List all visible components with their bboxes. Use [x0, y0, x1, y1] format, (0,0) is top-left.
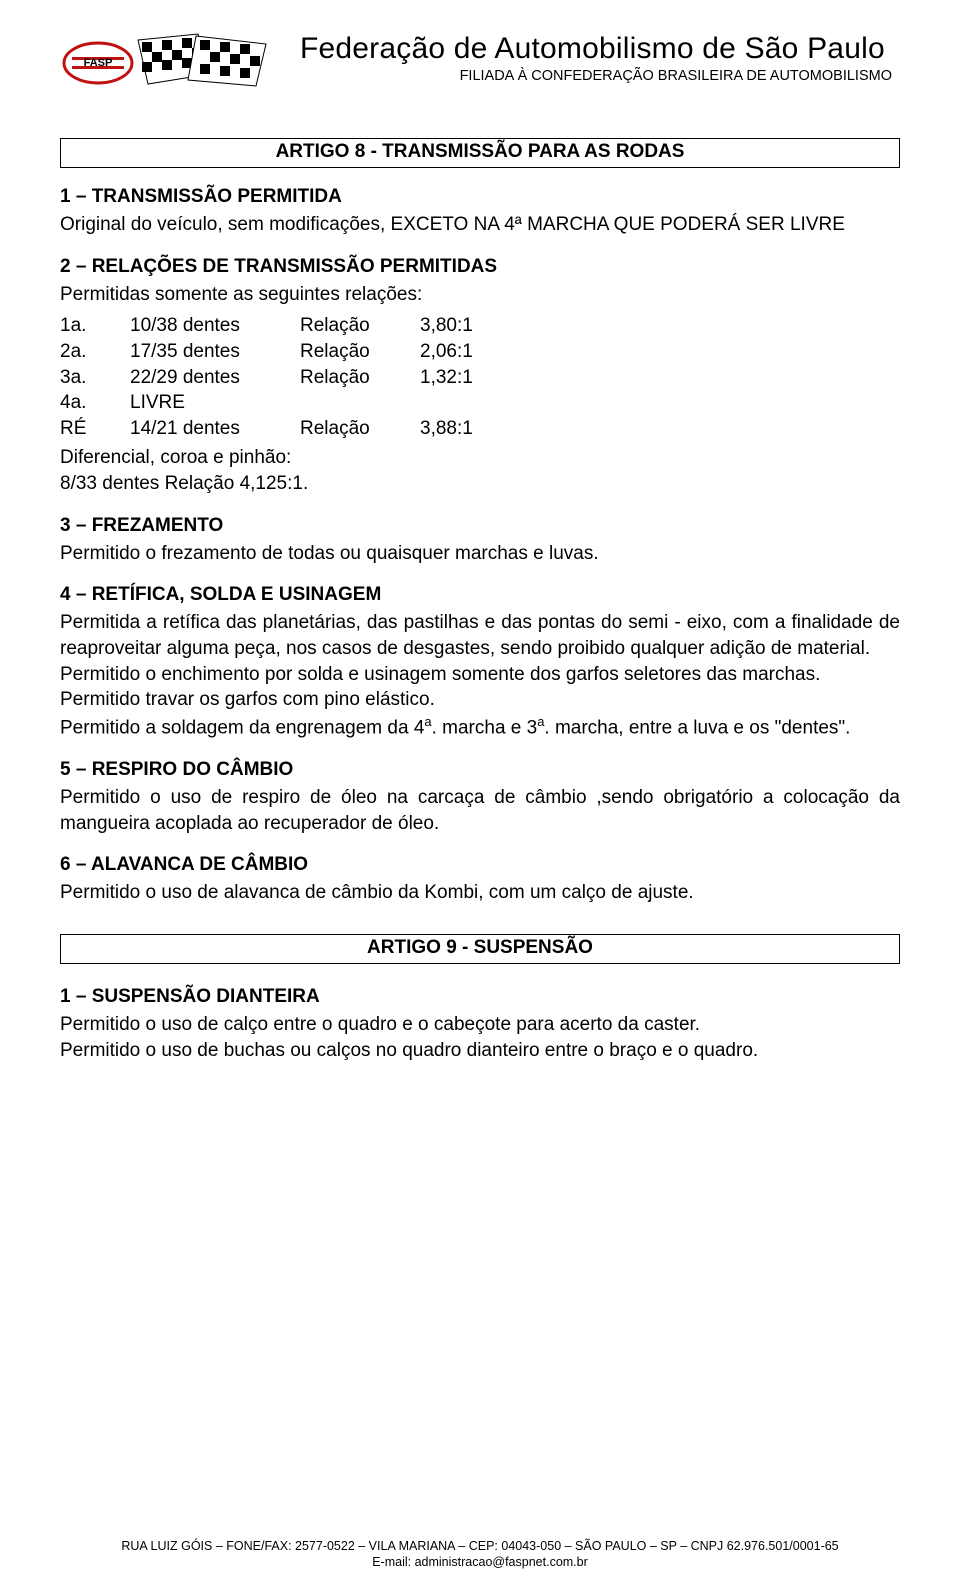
- a9-section-1-p2: Permitido o uso de buchas ou calços no q…: [60, 1038, 900, 1064]
- section-2-title: 2 – RELAÇÕES DE TRANSMISSÃO PERMITIDAS: [60, 256, 900, 278]
- differential-line-2: 8/33 dentes Relação 4,125:1.: [60, 471, 900, 497]
- ratio-label: Relação: [300, 339, 420, 365]
- a9-section-1-title: 1 – SUSPENSÃO DIANTEIRA: [60, 986, 900, 1008]
- section-4-p4a: Permitido a soldagem da engrenagem da 4: [60, 717, 424, 738]
- ratio-row: 2a. 17/35 dentes Relação 2,06:1: [60, 339, 900, 365]
- footer-line-1: RUA LUIZ GÓIS – FONE/FAX: 2577-0522 – VI…: [0, 1538, 960, 1554]
- section-4-p4b: . marcha e 3: [432, 717, 538, 738]
- ratio-value: [420, 390, 520, 416]
- ratio-gear: RÉ: [60, 416, 130, 442]
- ratio-value: 2,06:1: [420, 339, 520, 365]
- ratio-table: 1a. 10/38 dentes Relação 3,80:1 2a. 17/3…: [60, 313, 900, 441]
- ratio-teeth: 14/21 dentes: [130, 416, 300, 442]
- section-4-p4: Permitido a soldagem da engrenagem da 4a…: [60, 713, 900, 741]
- section-2-intro: Permitidas somente as seguintes relações…: [60, 282, 900, 308]
- section-1-title: 1 – TRANSMISSÃO PERMITIDA: [60, 186, 900, 208]
- section-3-body: Permitido o frezamento de todas ou quais…: [60, 541, 900, 567]
- section-6-title: 6 – ALAVANCA DE CÂMBIO: [60, 854, 900, 876]
- ratio-value: 3,80:1: [420, 313, 520, 339]
- header-text: Federação de Automobilismo de São Paulo …: [300, 28, 900, 84]
- ratio-teeth: 17/35 dentes: [130, 339, 300, 365]
- ratio-row: 3a. 22/29 dentes Relação 1,32:1: [60, 365, 900, 391]
- ratio-value: 3,88:1: [420, 416, 520, 442]
- org-subtitle: FILIADA À CONFEDERAÇÃO BRASILEIRA DE AUT…: [300, 68, 900, 84]
- sup-a: a: [424, 714, 431, 729]
- section-4-p3: Permitido travar os garfos com pino elás…: [60, 687, 900, 713]
- a9-section-1-p1: Permitido o uso de calço entre o quadro …: [60, 1012, 900, 1038]
- page-footer: RUA LUIZ GÓIS – FONE/FAX: 2577-0522 – VI…: [0, 1538, 960, 1571]
- fasp-logo-svg: FASP: [60, 28, 280, 98]
- ratio-gear: 4a.: [60, 390, 130, 416]
- ratio-row: 1a. 10/38 dentes Relação 3,80:1: [60, 313, 900, 339]
- ratio-gear: 2a.: [60, 339, 130, 365]
- ratio-teeth: 22/29 dentes: [130, 365, 300, 391]
- article-9-title: ARTIGO 9 - SUSPENSÃO: [367, 937, 593, 958]
- ratio-row: RÉ 14/21 dentes Relação 3,88:1: [60, 416, 900, 442]
- ratio-gear: 1a.: [60, 313, 130, 339]
- page-header: FASP: [60, 28, 900, 98]
- ratio-label: Relação: [300, 313, 420, 339]
- article-8-title: ARTIGO 8 - TRANSMISSÃO PARA AS RODAS: [276, 141, 685, 162]
- footer-line-2: E-mail: administracao@faspnet.com.br: [0, 1554, 960, 1570]
- ratio-label: [300, 390, 420, 416]
- differential-line-1: Diferencial, coroa e pinhão:: [60, 445, 900, 471]
- org-title: Federação de Automobilismo de São Paulo: [300, 32, 900, 66]
- ratio-teeth: LIVRE: [130, 390, 300, 416]
- ratio-label: Relação: [300, 365, 420, 391]
- section-4-p2: Permitido o enchimento por solda e usina…: [60, 662, 900, 688]
- svg-text:FASP: FASP: [84, 57, 113, 69]
- section-5-title: 5 – RESPIRO DO CÂMBIO: [60, 759, 900, 781]
- section-3-title: 3 – FREZAMENTO: [60, 515, 900, 537]
- section-6-body: Permitido o uso de alavanca de câmbio da…: [60, 880, 900, 906]
- article-8-title-box: ARTIGO 8 - TRANSMISSÃO PARA AS RODAS: [60, 138, 900, 168]
- ratio-value: 1,32:1: [420, 365, 520, 391]
- ratio-teeth: 10/38 dentes: [130, 313, 300, 339]
- ratio-row: 4a. LIVRE: [60, 390, 900, 416]
- ratio-label: Relação: [300, 416, 420, 442]
- section-5-body: Permitido o uso de respiro de óleo na ca…: [60, 785, 900, 836]
- section-4-title: 4 – RETÍFICA, SOLDA E USINAGEM: [60, 584, 900, 606]
- section-4-p1: Permitida a retífica das planetárias, da…: [60, 610, 900, 661]
- section-1-body: Original do veículo, sem modificações, E…: [60, 212, 900, 238]
- section-4-p4c: . marcha, entre a luva e os "dentes".: [544, 717, 850, 738]
- page: FASP: [0, 0, 960, 1578]
- article-9-title-box: ARTIGO 9 - SUSPENSÃO: [60, 934, 900, 964]
- fasp-logo: FASP: [60, 28, 280, 98]
- ratio-gear: 3a.: [60, 365, 130, 391]
